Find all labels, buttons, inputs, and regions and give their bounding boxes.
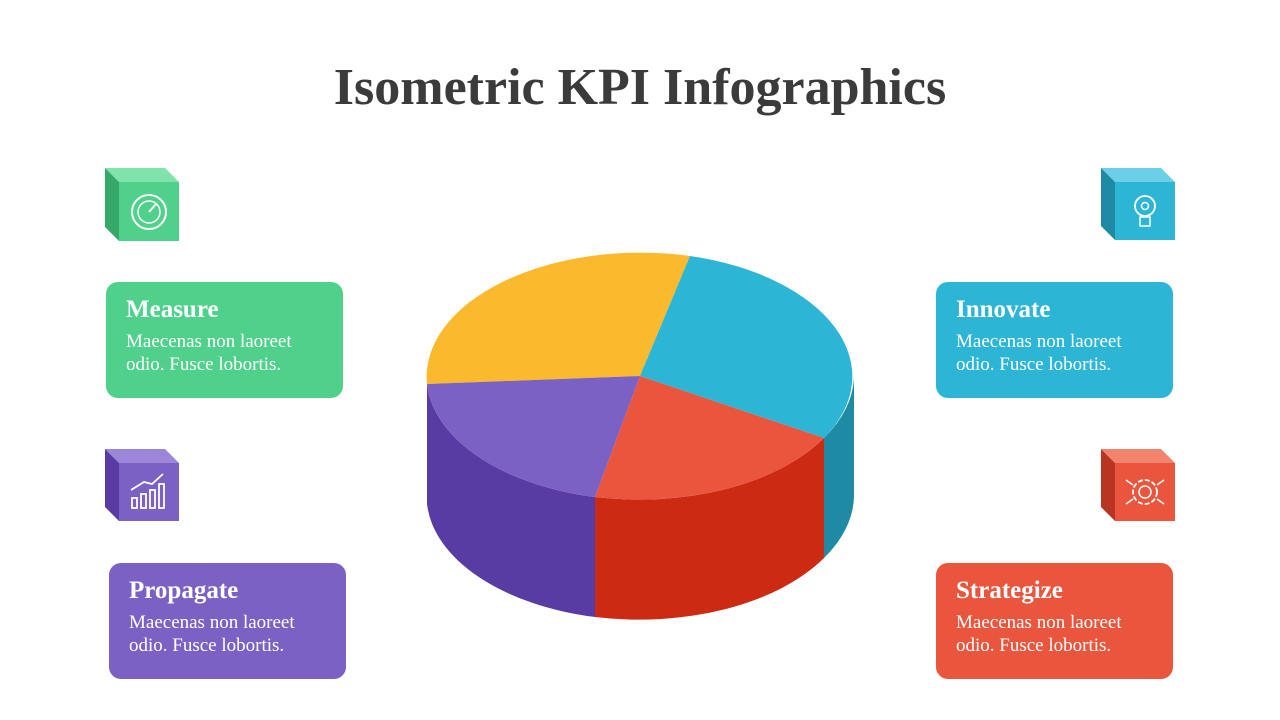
title: Isometric KPI Infographics: [333, 59, 947, 116]
card-title: Measure: [126, 296, 219, 323]
cube-measure: [105, 168, 179, 241]
card-strategize: Strategize Maecenas non laoreet odio. Fu…: [936, 563, 1173, 679]
card-text: Maecenas non laoreet odio. Fusce loborti…: [956, 612, 1122, 656]
card-text: Maecenas non laoreet odio. Fusce loborti…: [956, 331, 1122, 375]
card-title: Innovate: [956, 296, 1051, 323]
side-purple: [427, 384, 595, 617]
cube-innovate: [1101, 168, 1175, 240]
slice-red: [595, 376, 824, 500]
card-title: Propagate: [129, 577, 239, 604]
slice-yellow: [426, 252, 690, 384]
card-text: Maecenas non laoreet odio. Fusce loborti…: [126, 331, 292, 375]
card-propagate: Propagate Maecenas non laoreet odio. Fus…: [109, 563, 346, 679]
card-title: Strategize: [956, 577, 1063, 604]
slice-purple: [427, 376, 640, 497]
card-measure: Measure Maecenas non laoreet odio. Fusce…: [106, 282, 343, 398]
cube-strategize: [1101, 449, 1175, 521]
side-blue: [824, 376, 854, 558]
slice-blue: [640, 256, 853, 438]
cube-propagate: [105, 449, 179, 521]
side-red: [595, 438, 824, 620]
card-text: Maecenas non laoreet odio. Fusce loborti…: [129, 612, 295, 656]
card-innovate: Innovate Maecenas non laoreet odio. Fusc…: [936, 282, 1173, 398]
